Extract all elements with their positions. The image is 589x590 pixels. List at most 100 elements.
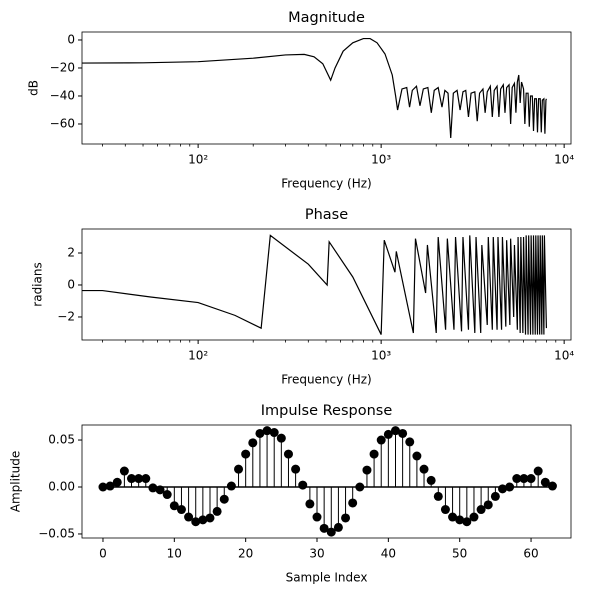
y-tick-label: 0 xyxy=(67,277,75,291)
stem-marker xyxy=(362,465,372,475)
stem-marker xyxy=(512,474,522,484)
stem-marker xyxy=(112,477,122,487)
x-tick-label: 10 xyxy=(167,547,182,561)
stem-marker xyxy=(162,490,172,500)
stem-marker xyxy=(355,482,365,492)
stem-marker xyxy=(341,513,351,523)
axis-title: Impulse Response xyxy=(261,403,393,419)
y-tick-label: −0.05 xyxy=(38,526,75,540)
x-tick-label: 30 xyxy=(309,547,324,561)
stem-marker xyxy=(462,517,472,527)
stem-marker xyxy=(405,437,415,447)
x-tick-label: 50 xyxy=(452,547,467,561)
stem-marker xyxy=(234,464,244,474)
stem-marker xyxy=(533,466,543,476)
stem-marker xyxy=(262,426,272,436)
stem-marker xyxy=(305,499,315,509)
stem-marker xyxy=(141,474,151,484)
y-tick-label: −2 xyxy=(57,309,75,323)
stem-marker xyxy=(276,433,286,443)
line xyxy=(82,37,547,139)
stem-marker xyxy=(226,481,236,491)
stem-marker xyxy=(148,483,158,493)
stem-marker xyxy=(455,515,465,525)
stem-marker xyxy=(248,438,258,448)
stem-marker xyxy=(440,505,450,515)
x-tick-label: 40 xyxy=(381,547,396,561)
x-tick-label: 10² xyxy=(188,349,208,363)
stem-marker xyxy=(469,512,479,522)
stem-marker xyxy=(433,491,443,501)
stem-marker xyxy=(498,484,508,494)
stem-marker xyxy=(412,451,422,461)
stem-marker xyxy=(383,429,393,439)
line xyxy=(82,234,548,335)
stem-marker xyxy=(319,523,329,533)
stem-marker xyxy=(105,481,115,491)
stem-marker xyxy=(219,494,229,504)
stem-marker xyxy=(547,481,557,491)
stem-marker xyxy=(191,517,201,527)
y-tick-label: 2 xyxy=(67,245,75,259)
x-tick-label: 10³ xyxy=(371,153,391,167)
stem-marker xyxy=(398,428,408,438)
stem-marker xyxy=(283,449,293,459)
y-axis-label: dB xyxy=(27,80,41,96)
axis-title: Magnitude xyxy=(288,10,365,26)
y-tick-label: −60 xyxy=(50,116,75,130)
stem-marker xyxy=(376,435,386,445)
x-tick-label: 10² xyxy=(188,153,208,167)
stem-marker xyxy=(184,512,194,522)
stem-marker xyxy=(526,474,536,484)
x-tick-label: 10³ xyxy=(371,349,391,363)
x-tick-label: 10⁴ xyxy=(554,153,574,167)
stem-marker xyxy=(333,522,343,532)
plot-area xyxy=(82,37,547,139)
stem-marker xyxy=(426,475,436,485)
stem-marker xyxy=(255,428,265,438)
stem-marker xyxy=(369,449,379,459)
x-tick-label: 0 xyxy=(99,547,107,561)
stem-marker xyxy=(419,464,429,474)
axes-frame xyxy=(81,228,572,341)
stem-marker xyxy=(490,491,500,501)
stem-marker xyxy=(119,466,129,476)
stem-marker xyxy=(212,506,222,516)
stem-marker xyxy=(176,505,186,515)
stem-marker xyxy=(155,485,165,495)
stem-marker xyxy=(269,428,279,438)
stem-marker xyxy=(505,482,515,492)
y-tick-label: 0.05 xyxy=(48,433,75,447)
plot-area xyxy=(82,234,548,335)
stem-marker xyxy=(519,474,529,484)
stem-marker xyxy=(127,474,137,484)
axes-frame xyxy=(81,424,572,539)
x-axis-label: Frequency (Hz) xyxy=(281,373,372,387)
y-tick-label: 0 xyxy=(67,32,75,46)
x-tick-label: 20 xyxy=(238,547,253,561)
stem-marker xyxy=(540,477,550,487)
stem-marker xyxy=(326,527,336,537)
stem-marker xyxy=(241,449,251,459)
y-tick-label: −20 xyxy=(50,60,75,74)
x-tick-label: 60 xyxy=(523,547,538,561)
stem-marker xyxy=(348,498,358,508)
stem-marker xyxy=(291,464,301,474)
stem-marker xyxy=(134,474,144,484)
stem-marker xyxy=(205,513,215,523)
x-axis-label: Sample Index xyxy=(286,571,368,585)
stem-marker xyxy=(198,515,208,525)
y-tick-label: 0.00 xyxy=(48,479,75,493)
plot-area xyxy=(98,426,557,537)
y-axis-label: Amplitude xyxy=(9,451,23,513)
stem-marker xyxy=(476,505,486,515)
stem-marker xyxy=(312,512,322,522)
stem-marker xyxy=(390,426,400,436)
stem-marker xyxy=(483,500,493,510)
stem-marker xyxy=(98,482,108,492)
stem-marker xyxy=(169,501,179,511)
x-axis-label: Frequency (Hz) xyxy=(281,177,372,191)
y-tick-label: −40 xyxy=(50,88,75,102)
stem-marker xyxy=(448,512,458,522)
